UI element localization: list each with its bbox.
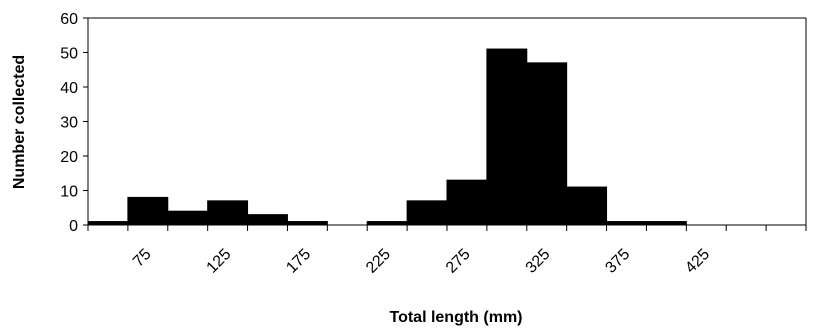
bar-325 (526, 62, 568, 226)
bar-375 (606, 221, 647, 226)
x-axis-title: Total length (mm) (389, 309, 522, 326)
y-axis-title: Number collected (11, 55, 28, 189)
y-tick-label-20: 20 (60, 149, 78, 166)
y-tick-label-10: 10 (60, 184, 78, 201)
bar-400 (645, 221, 687, 226)
x-axis-ticks: 75 125 175 225 275 325 375 425 (87, 225, 807, 277)
bars-group (87, 48, 687, 226)
y-tick-label-40: 40 (60, 80, 78, 97)
bar-175 (286, 221, 328, 226)
bar-300 (486, 48, 528, 226)
x-tick-label-375: 375 (602, 246, 633, 277)
y-tick-label-30: 30 (60, 115, 78, 132)
bar-150 (247, 214, 288, 226)
x-tick-label-325: 325 (523, 246, 554, 277)
x-tick-label-125: 125 (204, 246, 235, 277)
y-tick-label-60: 60 (60, 11, 78, 28)
y-tick-label-0: 0 (69, 218, 78, 235)
y-axis-ticks: 0 10 20 30 40 50 60 (60, 11, 88, 235)
x-tick-label-225: 225 (363, 246, 394, 277)
x-tick-label-425: 425 (682, 246, 713, 277)
x-tick-label-275: 275 (443, 246, 474, 277)
bar-100 (167, 210, 209, 226)
x-tick-label-75: 75 (130, 246, 155, 271)
bar-50 (87, 221, 129, 226)
bar-275 (446, 179, 488, 226)
bar-250 (406, 200, 448, 226)
bar-225 (366, 221, 408, 226)
x-tick-label-175: 175 (283, 246, 314, 277)
bar-350 (566, 186, 608, 226)
bar-125 (207, 200, 249, 226)
y-tick-label-50: 50 (60, 46, 78, 63)
bar-75 (127, 196, 169, 226)
